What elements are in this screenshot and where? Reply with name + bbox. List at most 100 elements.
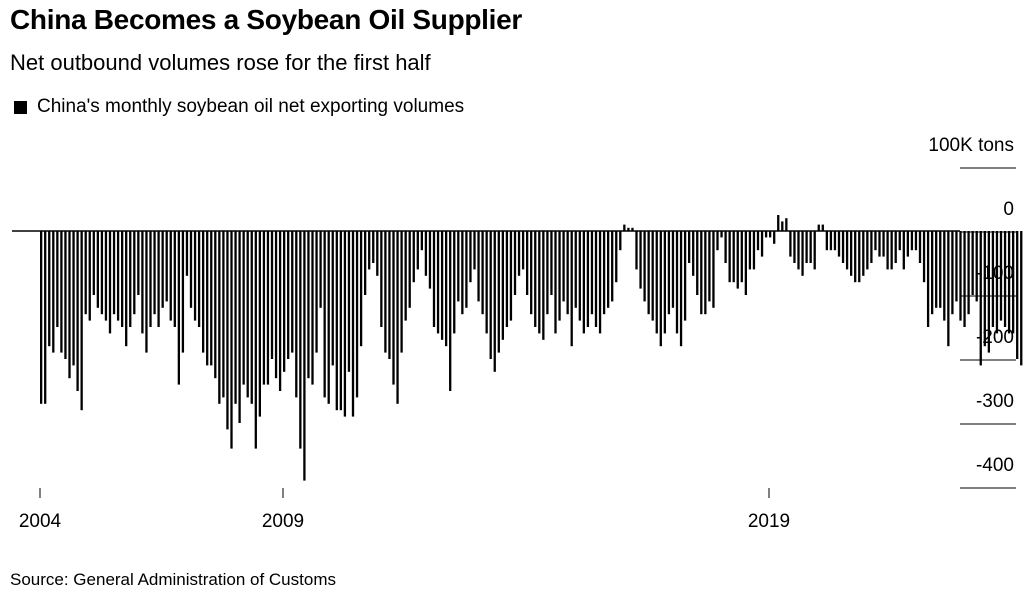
bar — [951, 231, 954, 315]
bar — [258, 231, 261, 417]
bar — [530, 231, 533, 315]
legend-label: China's monthly soybean oil net exportin… — [37, 96, 465, 117]
bar — [420, 231, 423, 251]
bar — [197, 231, 201, 327]
bar — [1007, 231, 1011, 334]
bar — [222, 231, 225, 398]
bar — [461, 231, 464, 315]
legend-swatch — [14, 100, 27, 114]
bar — [376, 231, 379, 276]
bar — [351, 231, 355, 417]
bar — [858, 231, 861, 283]
bar — [979, 231, 982, 366]
bar — [829, 231, 833, 251]
bar — [432, 231, 436, 327]
bar — [116, 231, 120, 321]
bar — [465, 231, 468, 308]
bar — [80, 231, 83, 411]
bar — [278, 231, 282, 391]
bar — [675, 231, 679, 334]
y-tick-label: -400 — [976, 455, 1014, 476]
bar — [262, 231, 266, 385]
bar — [841, 231, 845, 263]
bar — [870, 231, 873, 263]
bar — [922, 231, 926, 283]
bar — [473, 231, 476, 270]
bar — [1020, 231, 1023, 366]
bar — [578, 231, 581, 321]
bar — [396, 231, 399, 404]
source-note: Source: General Administration of Custom… — [10, 570, 336, 589]
bar — [283, 231, 286, 372]
bar — [679, 231, 683, 347]
y-axis: 100K tons 0 -100 -200 -300 -400 — [928, 135, 1016, 489]
bar — [141, 231, 144, 334]
bar — [250, 231, 253, 404]
bar — [663, 231, 666, 334]
bar — [542, 231, 545, 340]
bar — [137, 231, 140, 295]
bar — [40, 231, 43, 404]
bar — [619, 231, 622, 251]
bar — [850, 231, 853, 276]
bar — [931, 231, 934, 315]
bar — [898, 231, 901, 251]
y-tick-label: -100 — [976, 263, 1014, 284]
bar — [558, 231, 561, 321]
bar — [728, 231, 731, 283]
bar — [602, 231, 606, 315]
bar — [392, 231, 395, 385]
bar — [785, 218, 788, 231]
bar — [615, 231, 618, 283]
bar — [995, 231, 999, 334]
bar — [76, 231, 79, 391]
bar — [214, 231, 217, 379]
y-tick-label: -300 — [976, 391, 1014, 412]
bar — [546, 231, 549, 315]
bar — [833, 231, 837, 251]
bar — [149, 231, 152, 327]
bar — [667, 231, 671, 315]
bar — [918, 231, 922, 263]
bar — [890, 231, 893, 270]
bar — [671, 231, 675, 308]
bar — [732, 231, 735, 283]
bar — [291, 231, 294, 353]
bar — [914, 231, 918, 251]
bar — [368, 231, 371, 270]
bar — [906, 231, 909, 257]
bar — [582, 231, 585, 334]
bar — [307, 231, 310, 379]
bar — [185, 231, 189, 276]
bar — [647, 231, 650, 315]
bar — [125, 231, 128, 347]
bar — [683, 231, 687, 321]
bar — [100, 231, 104, 315]
bar — [554, 231, 557, 334]
bar — [177, 231, 180, 385]
bar — [631, 227, 634, 231]
bar — [736, 231, 739, 289]
bar — [521, 231, 525, 270]
bar — [210, 231, 213, 366]
bar — [270, 231, 274, 359]
bar — [607, 231, 610, 308]
bar — [266, 231, 270, 385]
bar — [724, 231, 727, 263]
bar — [991, 231, 995, 327]
x-axis: 2004200920192025 — [19, 488, 790, 532]
bar — [112, 231, 116, 315]
bar — [380, 231, 383, 327]
bar — [801, 231, 804, 276]
bar — [193, 231, 197, 321]
bar — [813, 231, 816, 270]
bar — [153, 231, 156, 315]
bar — [866, 231, 869, 270]
bar — [359, 231, 363, 347]
bar — [424, 231, 428, 276]
bar — [181, 231, 185, 353]
chart-subtitle: Net outbound volumes rose for the first … — [10, 50, 431, 75]
bar — [756, 231, 760, 251]
bar — [315, 231, 318, 353]
bar — [862, 231, 865, 276]
